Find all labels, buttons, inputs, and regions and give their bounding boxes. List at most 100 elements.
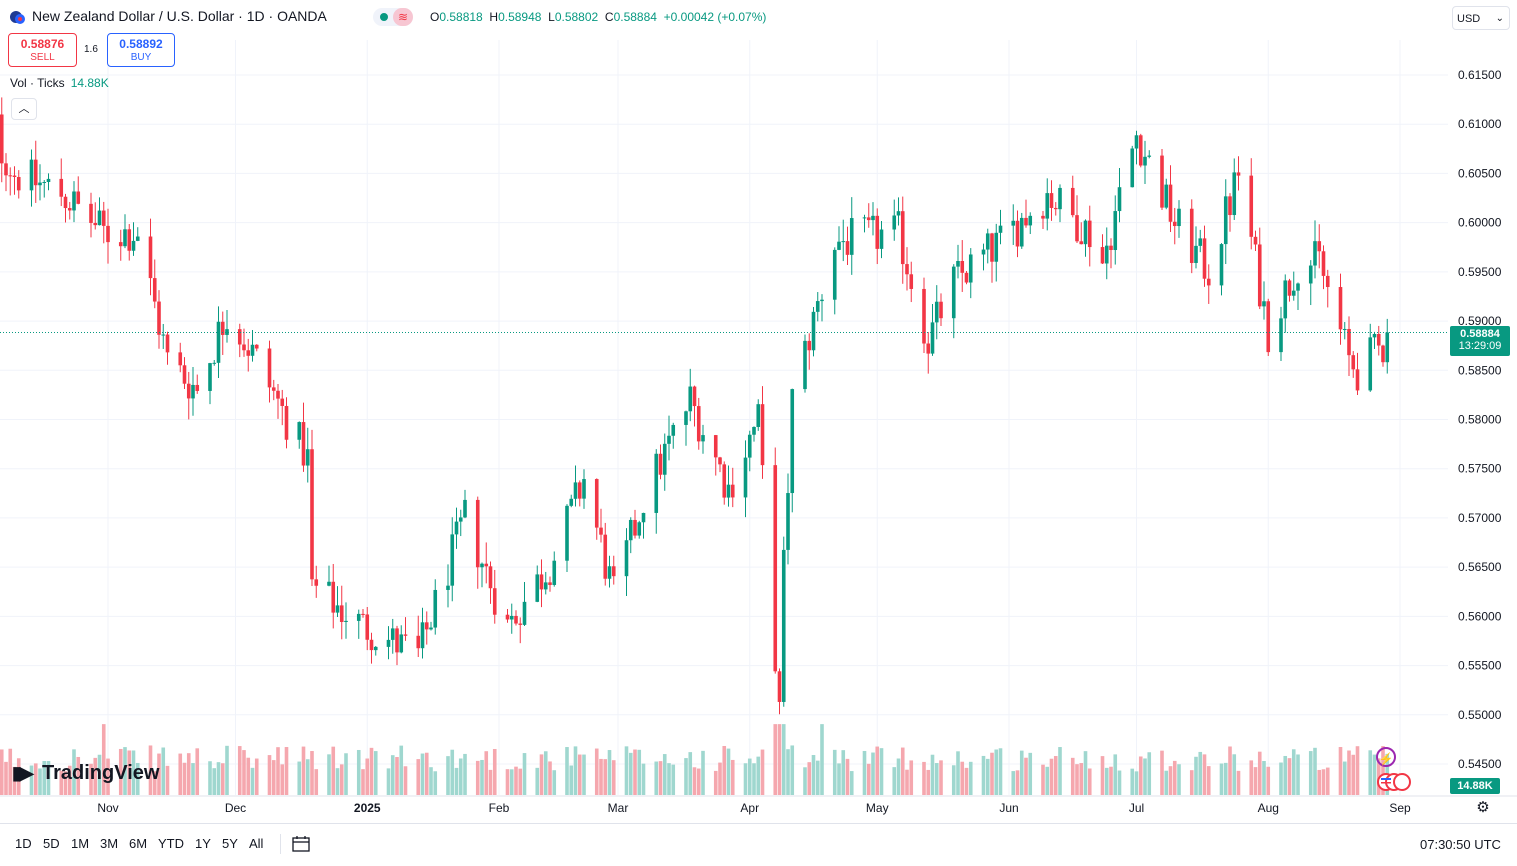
volume-bar — [692, 767, 697, 795]
volume-bar — [365, 758, 370, 795]
currency-select[interactable]: USD ⌄ — [1452, 6, 1510, 30]
range-button-all[interactable]: All — [249, 836, 264, 851]
candle-body — [658, 453, 663, 475]
volume-bar — [633, 749, 637, 795]
candle-body — [1058, 187, 1062, 210]
volume-bar — [747, 758, 752, 795]
volume-bar — [301, 746, 306, 795]
time-tick-label: Nov — [97, 801, 118, 815]
sell-button[interactable]: 0.58876 SELL — [8, 33, 77, 67]
candle-body — [369, 639, 374, 651]
candle-body — [267, 348, 272, 388]
range-button-3m[interactable]: 3M — [100, 836, 119, 851]
candle-body — [760, 404, 765, 466]
volume-bar — [416, 759, 421, 795]
candle-body — [726, 484, 731, 498]
currency-value: USD — [1457, 13, 1481, 25]
candle-body — [212, 362, 217, 364]
collapse-legend-button[interactable]: ︿ — [11, 98, 37, 120]
volume-bar — [543, 751, 548, 795]
calendar-goto-icon[interactable] — [291, 834, 311, 854]
nzd-usd-flag-icon — [10, 11, 25, 24]
volume-bar — [760, 749, 765, 795]
range-button-1y[interactable]: 1Y — [195, 836, 211, 851]
volume-bar — [1100, 756, 1105, 795]
range-button-5y[interactable]: 5Y — [222, 836, 238, 851]
volume-bar — [514, 766, 518, 795]
candle-body — [454, 521, 459, 535]
candle-body — [106, 225, 110, 243]
candle-body — [548, 582, 552, 585]
price-axis: 0.61500 0.61000 0.60500 0.60000 0.59500 0.590… — [1458, 68, 1502, 771]
volume-bar — [446, 756, 450, 795]
volume-bar — [994, 749, 999, 795]
data-status-icon[interactable]: ≋ — [393, 8, 413, 26]
gear-icon[interactable]: ⚙ — [1476, 799, 1490, 816]
economic-events-flags-icon[interactable] — [1376, 772, 1416, 792]
range-button-5d[interactable]: 5D — [43, 836, 60, 851]
volume-bar — [361, 769, 365, 795]
volume-bar — [713, 770, 718, 795]
change-value: +0.00042 (+0.07%) — [663, 10, 767, 24]
range-button-ytd[interactable]: YTD — [158, 836, 184, 851]
candle-body — [752, 426, 756, 435]
candle-body — [514, 615, 518, 624]
candle-body — [964, 272, 969, 283]
candle-body — [939, 301, 943, 319]
candle-body — [1019, 217, 1024, 247]
range-button-1d[interactable]: 1D — [15, 836, 32, 851]
bar-countdown: 13:29:09 — [1458, 340, 1502, 352]
candle-body — [93, 222, 98, 226]
candle-body — [344, 620, 348, 622]
candle-body — [522, 601, 527, 625]
volume-bar — [242, 750, 246, 795]
candle-body — [450, 534, 455, 586]
candle-body — [220, 321, 225, 335]
volume-bar — [1381, 746, 1385, 795]
candle-body — [667, 435, 671, 444]
volume-bar — [688, 752, 693, 795]
volume-bar — [1347, 750, 1351, 795]
volume-bar — [892, 767, 897, 795]
candle-body — [1338, 287, 1343, 330]
volume-bar — [97, 754, 102, 795]
candle-body — [0, 114, 4, 164]
candle-body — [1283, 280, 1288, 319]
candle-body — [76, 191, 81, 204]
volume-bar — [900, 747, 905, 795]
candle-body — [1011, 220, 1016, 226]
range-button-6m[interactable]: 6M — [129, 836, 148, 851]
tradingview-mark-icon: ▮▶ — [12, 763, 34, 783]
buy-button[interactable]: 0.58892 BUY — [107, 33, 175, 67]
utc-clock[interactable]: 07:30:50 UTC — [1420, 837, 1501, 852]
candle-body — [4, 163, 8, 176]
time-tick-label: May — [866, 801, 889, 815]
candle-body — [998, 225, 1003, 233]
volume-bar — [667, 763, 671, 795]
time-axis: Nov Dec 2025 Feb Mar Apr May Jun Jul Aug Sep — [97, 801, 1411, 815]
volume-bar — [1117, 770, 1122, 795]
volume-bar — [331, 746, 336, 795]
volume-bars — [0, 724, 1390, 795]
volume-legend[interactable]: Vol · Ticks 14.88K — [10, 76, 109, 90]
range-button-1m[interactable]: 1M — [71, 836, 90, 851]
volume-bar — [552, 770, 557, 795]
candle-body — [637, 522, 642, 536]
volume-bar — [1028, 752, 1033, 795]
price-tick-label: 0.58500 — [1458, 363, 1502, 377]
volume-bar — [76, 756, 81, 795]
volume-bar — [509, 769, 514, 795]
candle-body — [692, 386, 697, 407]
lightning-icon[interactable]: ⚡ — [1376, 747, 1396, 767]
candle-body — [386, 639, 391, 647]
symbol-title[interactable]: New Zealand Dollar / U.S. Dollar · 1D · … — [32, 8, 327, 24]
candle-body — [72, 191, 76, 211]
candle-body — [577, 482, 582, 499]
candle-body — [994, 232, 999, 262]
candle-body — [956, 260, 960, 267]
volume-legend-label: Vol · Ticks — [10, 76, 65, 90]
volume-bar — [254, 758, 259, 795]
candle-body — [1313, 241, 1317, 266]
candle-body — [1317, 241, 1322, 252]
